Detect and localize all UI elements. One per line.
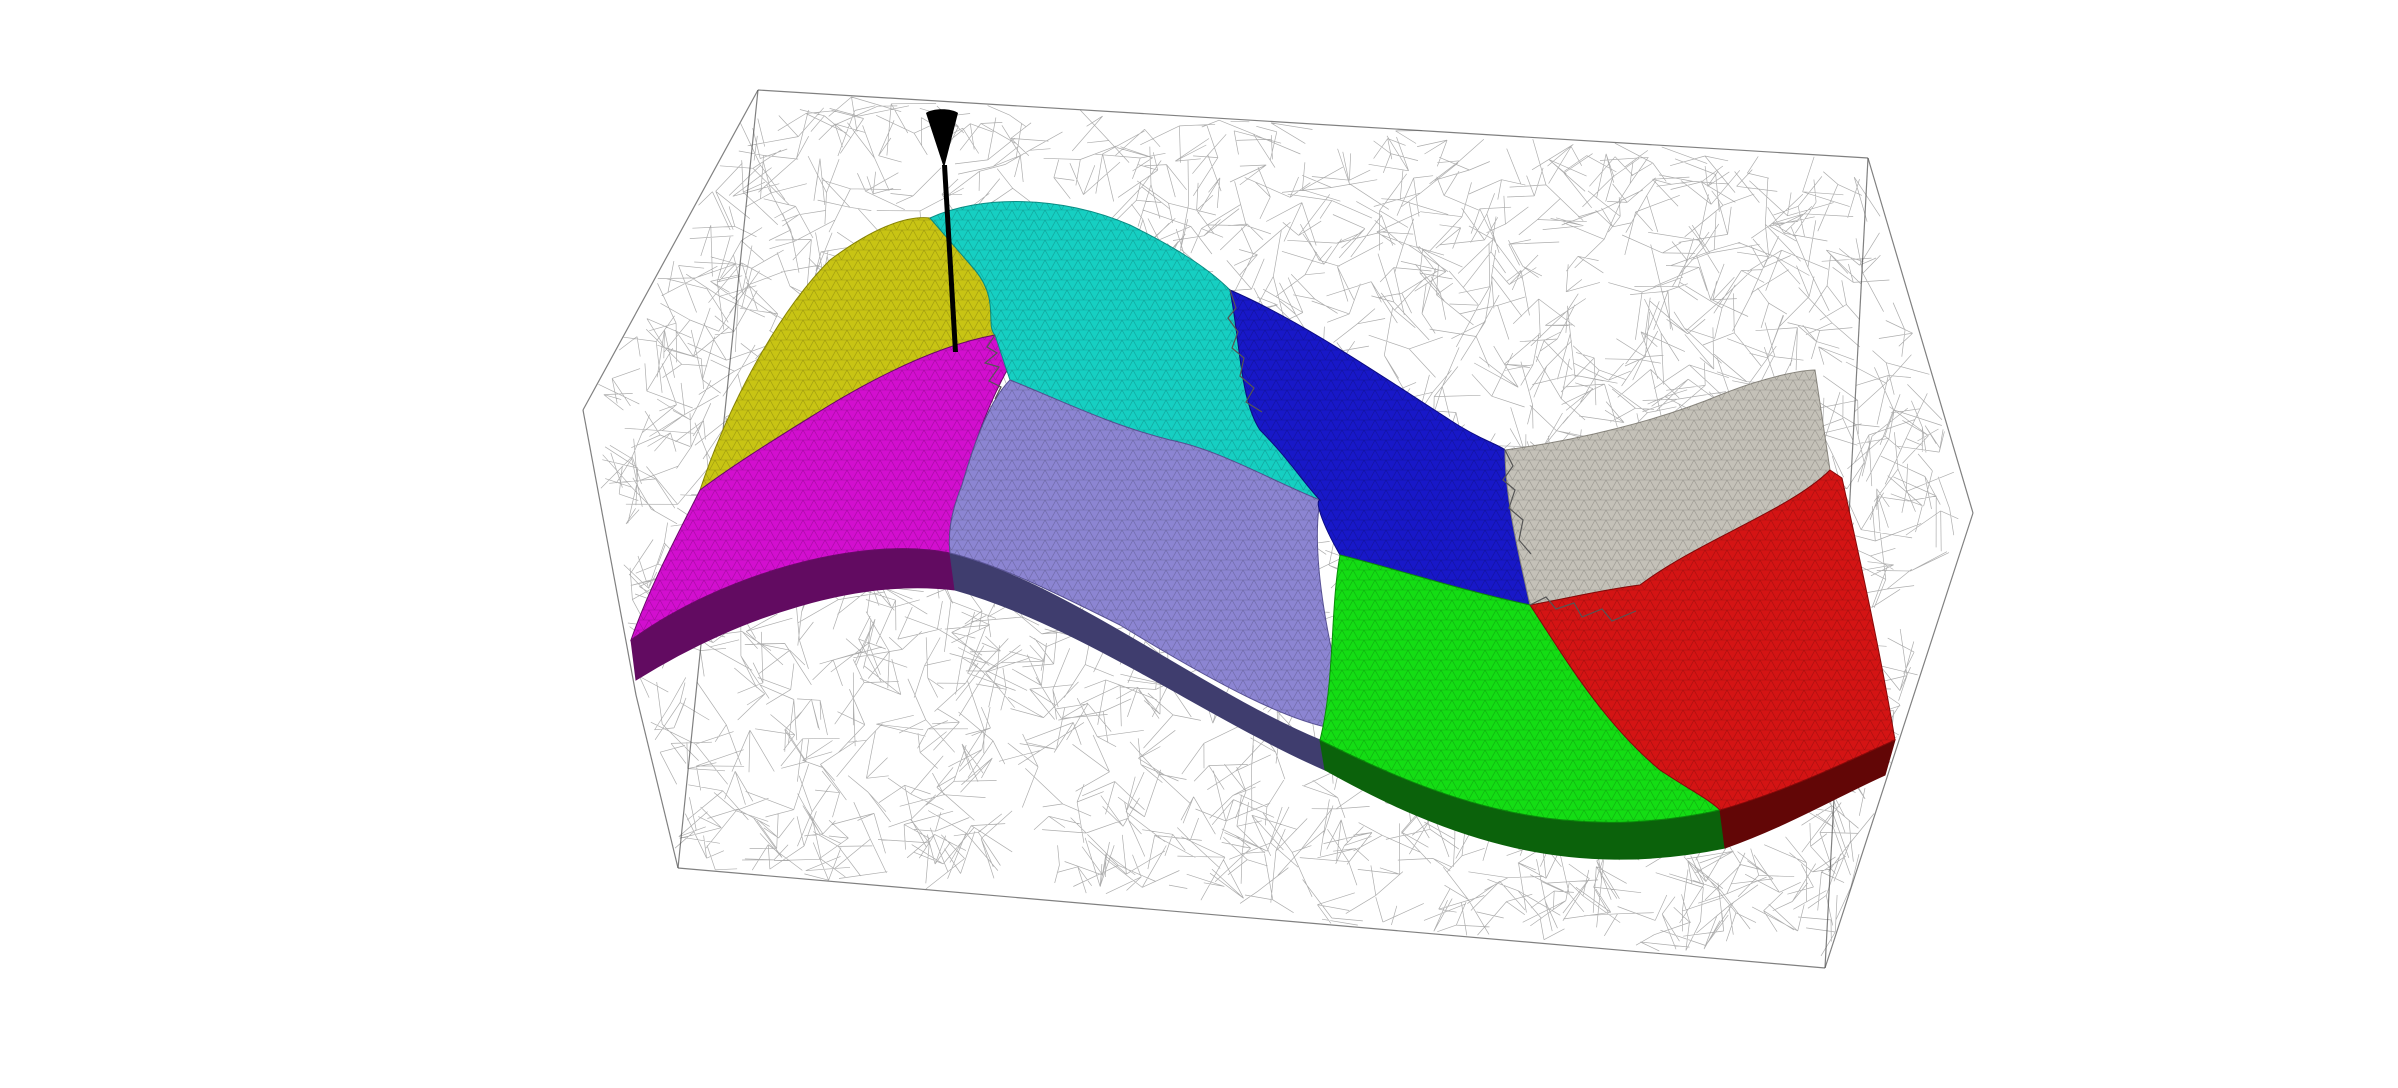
- boundary-jagged-3: [1502, 449, 1532, 555]
- box-edge: [635, 694, 679, 869]
- partition-green-mesh-overlay: [1320, 555, 1720, 823]
- partition-lavender-mesh-overlay: [949, 380, 1350, 730]
- box-edge: [1824, 512, 1974, 969]
- curved-slab: [630, 201, 1896, 860]
- box-edge: [1867, 157, 1974, 514]
- boundary-jagged-4: [1529, 596, 1637, 622]
- partition-magenta-mesh-overlay: [631, 335, 1010, 640]
- box-edge: [757, 89, 1869, 159]
- probe-shaft: [942, 165, 958, 352]
- boundary-jagged-1: [983, 334, 1002, 400]
- boundary-jagged-2: [1227, 289, 1263, 413]
- partition-cyan-mesh-overlay: [930, 201, 1320, 500]
- probe-marker: [926, 109, 958, 352]
- box-edge: [582, 89, 759, 411]
- partition-silver-mesh-overlay: [1505, 370, 1830, 605]
- partition-red-mesh-overlay: [1530, 470, 1895, 810]
- partition-yellow-mesh-overlay: [700, 217, 995, 491]
- probe-cone-icon: [926, 109, 958, 168]
- partition-blue-mesh-overlay: [1230, 290, 1530, 605]
- box-edge: [582, 409, 637, 696]
- box-edge: [677, 867, 1826, 969]
